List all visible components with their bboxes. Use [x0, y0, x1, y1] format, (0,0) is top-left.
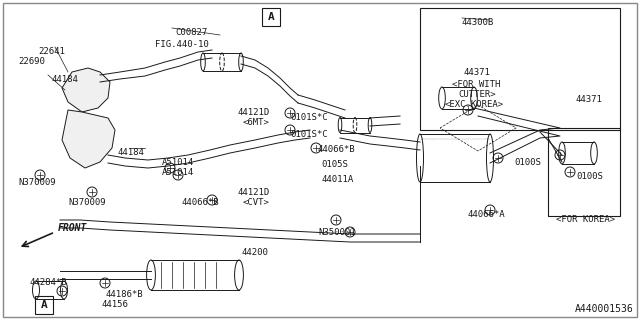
Text: 0105S: 0105S [321, 160, 348, 169]
Text: C00827: C00827 [175, 28, 207, 37]
Bar [420, 8, 620, 130]
Text: 44066*B: 44066*B [318, 145, 356, 154]
Text: <6MT>: <6MT> [243, 118, 270, 127]
Bar [262, 8, 280, 26]
Text: A51014: A51014 [162, 168, 195, 177]
Bar [548, 128, 620, 216]
Text: 44184: 44184 [118, 148, 145, 157]
Text: CUTTER>: CUTTER> [458, 90, 495, 99]
Text: N370009: N370009 [18, 178, 56, 187]
Text: N370009: N370009 [68, 198, 106, 207]
Bar [35, 296, 53, 314]
Text: <EXC.KOREA>: <EXC.KOREA> [445, 100, 504, 109]
Text: 44011A: 44011A [321, 175, 353, 184]
Text: A440001536: A440001536 [575, 304, 634, 314]
Text: A: A [40, 300, 47, 310]
Text: 44121D: 44121D [238, 108, 270, 117]
Text: 44184: 44184 [52, 75, 79, 84]
Text: 44371: 44371 [463, 68, 490, 77]
Text: <FOR WITH: <FOR WITH [452, 80, 500, 89]
Text: 44066*A: 44066*A [468, 210, 506, 219]
Text: FRONT: FRONT [58, 223, 88, 233]
Text: 44156: 44156 [102, 300, 129, 309]
Text: 44300B: 44300B [462, 18, 494, 27]
Text: 44284*B: 44284*B [30, 278, 68, 287]
Text: <CVT>: <CVT> [243, 198, 270, 207]
Text: A: A [268, 12, 275, 22]
Text: 44066*B: 44066*B [182, 198, 220, 207]
Text: 44186*B: 44186*B [105, 290, 143, 299]
Text: A51014: A51014 [162, 158, 195, 167]
Text: 0100S: 0100S [514, 158, 541, 167]
Text: 22690: 22690 [18, 57, 45, 66]
Text: <FOR KOREA>: <FOR KOREA> [556, 215, 615, 224]
Text: N350001: N350001 [318, 228, 356, 237]
Text: 22641: 22641 [38, 47, 65, 56]
Polygon shape [62, 68, 110, 112]
Text: 44200: 44200 [242, 248, 269, 257]
Text: 0101S*C: 0101S*C [290, 130, 328, 139]
Text: 0101S*C: 0101S*C [290, 113, 328, 122]
Text: FIG.440-10: FIG.440-10 [155, 40, 209, 49]
Text: 44121D: 44121D [238, 188, 270, 197]
Text: 44371: 44371 [576, 95, 603, 104]
Text: 0100S: 0100S [576, 172, 603, 181]
Polygon shape [62, 110, 115, 168]
